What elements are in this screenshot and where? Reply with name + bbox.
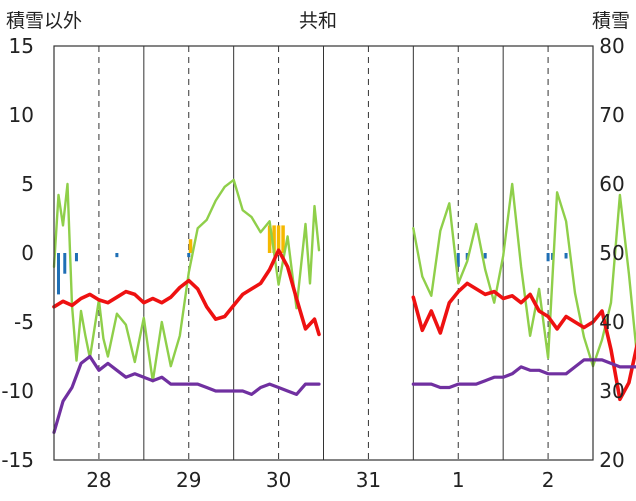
right-tick-label: 60	[599, 172, 624, 196]
x-tick-label: 31	[356, 468, 381, 492]
right-tick-label: 20	[599, 448, 624, 472]
snow-depth-line	[411, 358, 636, 390]
right-tick-label: 40	[599, 310, 624, 334]
left-tick-label: 10	[9, 103, 34, 127]
left-tick-label: -10	[1, 379, 34, 403]
right-tick-label: 80	[599, 34, 624, 58]
sunshine-bar	[564, 253, 568, 259]
x-tick-label: 2	[542, 468, 555, 492]
precipitation-bar	[281, 225, 285, 253]
sunshine-bar	[63, 253, 67, 274]
left-tick-label: 15	[9, 34, 34, 58]
sunshine-bar	[187, 253, 191, 258]
sunshine-bar	[74, 253, 78, 262]
temperature-line	[52, 248, 321, 337]
precipitation-bar	[267, 225, 272, 253]
left-tick-label: 5	[21, 172, 34, 196]
left-axis-label: 積雪以外	[6, 10, 82, 32]
x-tick-label: 28	[86, 468, 111, 492]
precipitation-bar	[276, 225, 281, 253]
precipitation-bar	[188, 239, 193, 253]
chart-title: 共和	[299, 10, 337, 32]
x-tick-label: 30	[266, 468, 291, 492]
x-tick-label: 1	[452, 468, 465, 492]
sunshine-bar	[456, 253, 460, 267]
wind-line	[412, 182, 636, 368]
line-series	[52, 178, 636, 434]
plot-area-border	[53, 45, 594, 461]
left-tick-label: -5	[14, 310, 34, 334]
precipitation-bar	[272, 225, 276, 253]
right-tick-label: 30	[599, 379, 624, 403]
left-tick-label: 0	[21, 241, 34, 265]
sunshine-bar	[483, 253, 487, 259]
temperature-line	[411, 281, 636, 402]
right-tick-label: 50	[599, 241, 624, 265]
left-tick-label: -15	[1, 448, 34, 472]
right-tick-label: 70	[599, 103, 624, 127]
right-axis-label: 積雪	[592, 10, 630, 32]
sunshine-bar	[546, 253, 550, 262]
sunshine-bar	[56, 253, 60, 295]
sunshine-bar	[115, 253, 119, 258]
wind-line	[52, 178, 321, 383]
x-tick-label: 29	[176, 468, 201, 492]
snow-depth-line	[52, 354, 321, 434]
